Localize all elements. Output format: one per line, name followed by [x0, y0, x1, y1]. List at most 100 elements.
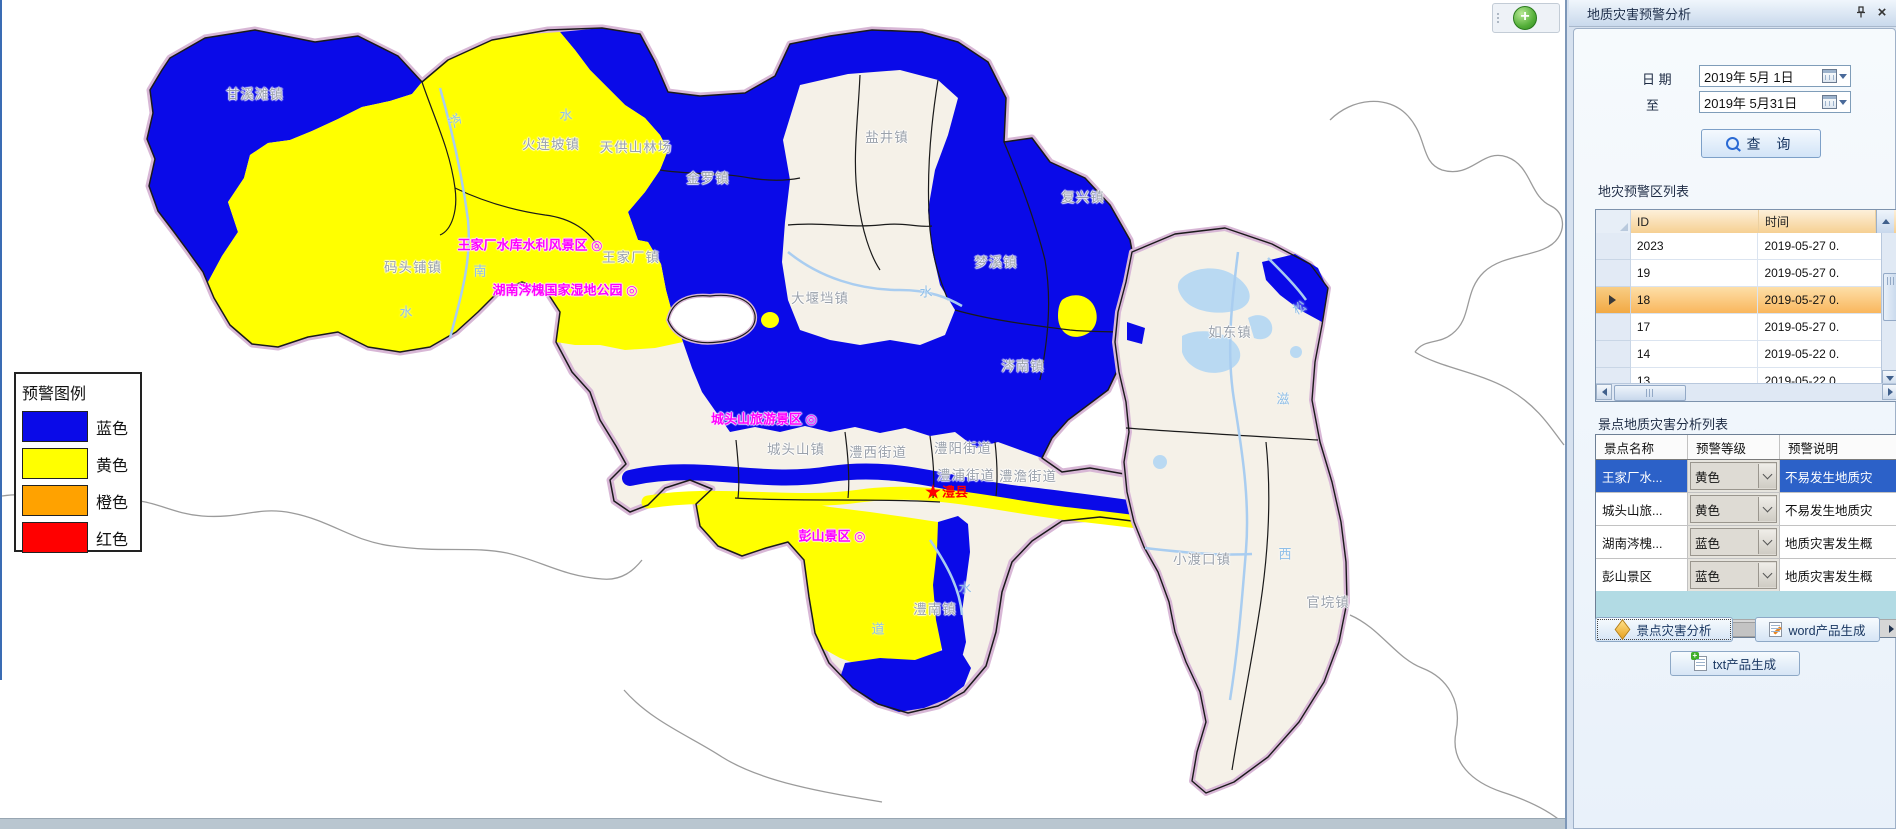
column-header-level[interactable]: 预警等级	[1688, 435, 1780, 459]
town-label: 小渡口镇	[1173, 552, 1231, 567]
town-label: 官垸镇	[1306, 595, 1350, 610]
search-icon	[1725, 137, 1739, 150]
legend-swatch-blue	[22, 411, 88, 442]
zone-grid: ID 时间 2023 2019-05-27 0. 19 2019-05-27 0. …	[1595, 209, 1896, 402]
zone-grid-body: 2023 2019-05-27 0. 19 2019-05-27 0. 18 2019…	[1596, 233, 1882, 386]
tail-lakes	[1153, 268, 1302, 469]
tail-outline	[1114, 227, 1348, 794]
legend-swatch-red	[22, 522, 88, 553]
table-row-selected[interactable]: 18 2019-05-27 0.	[1596, 287, 1882, 314]
query-button[interactable]: 查 询	[1701, 129, 1821, 158]
table-row[interactable]: 2023 2019-05-27 0.	[1596, 233, 1882, 260]
table-row[interactable]: 19 2019-05-27 0.	[1596, 260, 1882, 287]
scenic-spot-label: 王家厂水库水利风景区 ◎	[457, 237, 603, 253]
calendar-icon[interactable]	[1822, 69, 1837, 83]
level-combobox[interactable]: 蓝色	[1690, 528, 1777, 556]
word-doc-icon	[1769, 622, 1783, 637]
scenic-spot-label: 湖南涔槐国家湿地公园 ◎	[492, 282, 638, 298]
zoom-add-button[interactable]: +	[1513, 6, 1537, 30]
bottom-scroll-strip[interactable]	[0, 818, 1896, 829]
chevron-down-icon[interactable]	[1839, 99, 1847, 105]
chevron-down-icon[interactable]	[1758, 464, 1776, 488]
scroll-left-button[interactable]	[1596, 384, 1612, 400]
warning-zone-yellow-south	[696, 496, 946, 671]
town-label: 甘溪滩镇	[226, 87, 284, 102]
star-icon: ★	[924, 481, 942, 504]
water-label: 水	[399, 304, 413, 320]
calendar-icon[interactable]	[1822, 95, 1837, 109]
legend-title: 预警图例	[22, 386, 87, 403]
scrollbar-thumb[interactable]	[1883, 273, 1896, 321]
table-row[interactable]: 城头山旅... 黄色 不易发生地质灾	[1596, 493, 1896, 526]
town-label: 涔南镇	[1001, 359, 1045, 374]
word-generate-button[interactable]: word产品生成	[1755, 617, 1880, 642]
txt-doc-icon: +	[1690, 652, 1707, 671]
warning-zone-blue-nw	[147, 30, 422, 298]
water-label: 西	[1278, 546, 1292, 562]
water-label: 南	[473, 263, 487, 279]
scroll-up-button[interactable]	[1876, 210, 1894, 233]
grid-corner-cell[interactable]	[1596, 210, 1631, 233]
column-header-time[interactable]: 时间	[1759, 210, 1876, 233]
town-label: 澧西街道	[849, 445, 907, 460]
chevron-down-icon[interactable]	[1839, 73, 1847, 79]
left-edge-divider	[0, 0, 2, 680]
map-mini-toolbar: +	[1492, 3, 1560, 33]
water-label: 水	[958, 580, 972, 596]
level-combobox[interactable]: 黄色	[1690, 462, 1777, 490]
yellow-patch-small-2	[761, 312, 779, 328]
tail-blue-west	[1127, 322, 1145, 344]
level-combobox[interactable]: 黄色	[1690, 495, 1777, 523]
scroll-right-button[interactable]	[1883, 624, 1896, 633]
level-combobox[interactable]: 蓝色	[1690, 561, 1777, 589]
town-label: 火连坡镇	[522, 137, 580, 152]
table-row[interactable]: 湖南涔槐... 蓝色 地质灾害发生概	[1596, 526, 1896, 559]
town-label: 码头铺镇	[384, 260, 442, 275]
date-to-input[interactable]: 2019年 5月31日	[1699, 91, 1851, 113]
town-label: 天供山林场	[599, 140, 673, 155]
grid-empty-area	[1596, 591, 1896, 622]
legend-item: 红色	[22, 519, 140, 556]
table-row[interactable]: 17 2019-05-27 0.	[1596, 314, 1882, 341]
yellow-patch-east	[1058, 295, 1097, 337]
warning-zone-yellow-nw	[208, 32, 683, 352]
yellow-patch-small-1	[629, 254, 645, 270]
date-from-input[interactable]: 2019年 5月 1日	[1699, 65, 1851, 87]
town-label: 如东镇	[1208, 325, 1252, 340]
vertical-scrollbar[interactable]	[1881, 233, 1896, 386]
town-label: 大堰垱镇	[791, 291, 849, 306]
horizontal-scrollbar[interactable]	[1596, 383, 1896, 401]
town-label: 梦溪镇	[974, 255, 1018, 270]
table-row-selected[interactable]: 王家厂水... 黄色 不易发生地质灾	[1596, 460, 1896, 493]
column-header-desc[interactable]: 预警说明	[1788, 441, 1839, 456]
town-label: 澧澹街道	[999, 469, 1057, 484]
legend-item: 蓝色	[22, 408, 140, 445]
table-row[interactable]: 14 2019-05-22 0.	[1596, 341, 1882, 368]
date-from-label: 日 期	[1642, 72, 1672, 87]
table-row[interactable]: 彭山景区 蓝色 地质灾害发生概	[1596, 559, 1896, 592]
column-header-id[interactable]: ID	[1631, 210, 1759, 233]
warning-zone-blue-south-tip	[841, 650, 971, 712]
legend-swatch-yellow	[22, 448, 88, 479]
row-selector-icon	[1609, 295, 1617, 305]
water-label: 水	[559, 107, 573, 123]
chevron-down-icon[interactable]	[1758, 563, 1776, 587]
drag-grip-icon[interactable]	[1497, 13, 1507, 23]
town-label: 盐井镇	[865, 130, 909, 145]
column-header-name[interactable]: 景点名称	[1596, 435, 1688, 459]
scrollbar-thumb[interactable]	[1614, 385, 1686, 401]
chevron-down-icon[interactable]	[1758, 530, 1776, 554]
pin-icon[interactable]	[1854, 6, 1868, 20]
close-icon[interactable]: ×	[1877, 4, 1887, 21]
town-label: 澧阳街道	[934, 441, 992, 456]
txt-generate-button[interactable]: + txt产品生成	[1670, 651, 1800, 676]
analysis-panel: 地质灾害预警分析 × 日 期 2019年 5月 1日 至 2019年 5月31日	[1565, 0, 1896, 829]
spot-analysis-button[interactable]: 景点灾害分析	[1595, 617, 1733, 642]
town-label: 城头山镇	[767, 442, 825, 457]
chevron-down-icon[interactable]	[1758, 497, 1776, 521]
warning-legend: 预警图例 蓝色 黄色 橙色 红色	[14, 372, 142, 553]
scroll-right-button[interactable]	[1882, 384, 1896, 400]
tail-boundaries	[1125, 427, 1319, 771]
